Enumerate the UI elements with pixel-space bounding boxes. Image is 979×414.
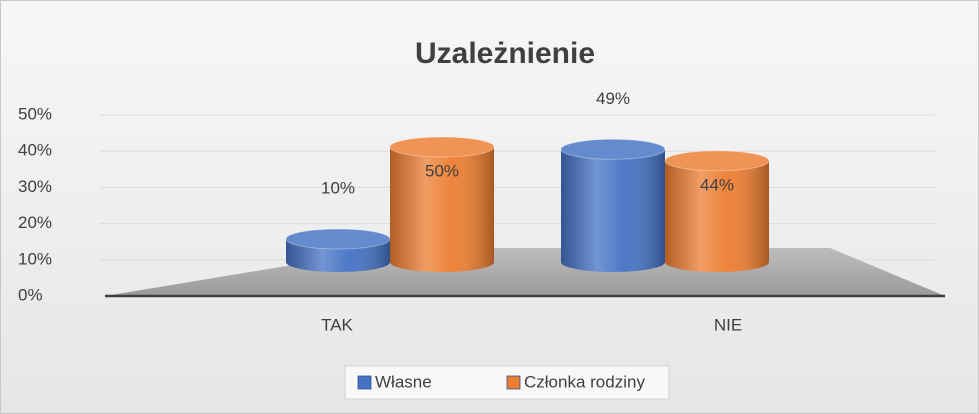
cylinder-body-shade <box>665 160 769 262</box>
legend: Własne Członka rodziny <box>357 372 645 391</box>
cylinder-body-shade <box>561 149 665 262</box>
y-tick-label: 30% <box>18 177 52 196</box>
cylinder-top <box>389 136 495 158</box>
cylinder-top-shade <box>390 137 494 157</box>
cylinder-top-shade <box>561 139 665 160</box>
cylinder <box>285 228 391 272</box>
cylinder-top-shade <box>286 229 390 249</box>
data-label: 10% <box>321 178 355 197</box>
y-tick-label: 10% <box>18 249 52 268</box>
cylinder-top <box>560 138 666 160</box>
bars: 10% 50% 49% 44% <box>285 89 770 272</box>
x-tick-label: TAK <box>321 315 353 334</box>
data-label: 44% <box>700 175 734 194</box>
legend-swatch <box>357 375 372 390</box>
cylinder <box>560 138 666 272</box>
y-tick-label: 40% <box>18 141 52 160</box>
cylinder-body-shade <box>390 147 494 262</box>
cylinder <box>664 150 770 272</box>
data-label: 49% <box>596 89 630 108</box>
y-tick-label: 20% <box>18 213 52 232</box>
cylinder-top <box>664 150 770 172</box>
data-label: 50% <box>425 161 459 180</box>
cylinder-top-shade <box>665 150 769 171</box>
legend-label: Członka rodziny <box>524 372 645 391</box>
chart-title: Uzależnienie <box>415 37 595 70</box>
y-tick-label: 50% <box>18 104 52 123</box>
x-tick-label: NIE <box>714 315 742 334</box>
legend-box <box>344 365 670 400</box>
legend-label: Własne <box>375 372 432 391</box>
legend-swatch <box>506 375 521 390</box>
y-tick-label: 0% <box>18 285 43 304</box>
cylinder <box>389 136 495 272</box>
